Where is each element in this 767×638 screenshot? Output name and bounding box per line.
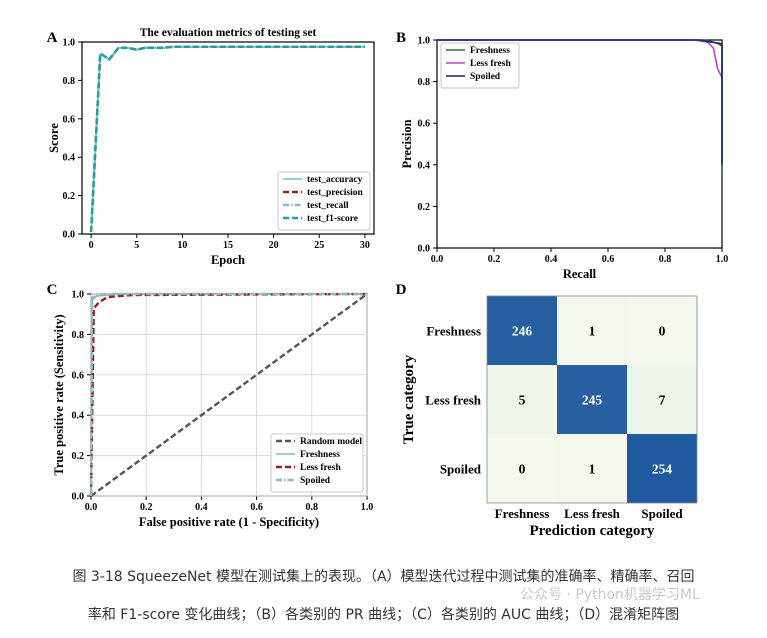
panel-c-y-tick-label: 0.0 [72, 492, 85, 503]
panel-d-matrix-frame [486, 295, 698, 504]
panel-d-cell [557, 296, 627, 365]
panel-c-legend-entry: Less fresh [300, 463, 341, 473]
panel-c-series-random-model [90, 293, 368, 497]
panel-letter-a: A [47, 30, 58, 46]
panel-a-x-tick-label: 20 [269, 240, 279, 251]
panel-b-x-tick-label: 1.0 [716, 254, 729, 265]
panel-a-legend-entry: test_f1-score [307, 214, 358, 224]
panel-c-legend-box [270, 433, 364, 493]
panel-a-y-tick-label: 0.8 [63, 76, 76, 87]
panel-d-y-axis-label: True category [401, 354, 417, 444]
panel-c-y-tick-label: 0.2 [72, 451, 85, 462]
panel-d-cell-value: 1 [589, 462, 596, 477]
panel-b-y-tick-label: 0.0 [418, 244, 431, 255]
panel-d-row-label: Less fresh [425, 393, 482, 408]
panel-c-y-tick-label: 0.4 [72, 411, 85, 422]
panel-b-y-tick-label: 1.0 [418, 36, 431, 47]
panel-a-x-axis-label: Epoch [211, 253, 245, 267]
panel-letter-b: B [396, 30, 406, 46]
panel-c-x-tick-label: 0.2 [140, 502, 153, 513]
panel-d-col-label: Spoiled [641, 506, 683, 521]
panel-c-series-less-fresh [89, 292, 368, 497]
panel-a-legend-box [277, 171, 371, 231]
panel-a-x-tick-label: 25 [314, 240, 324, 251]
panel-d-col-label: Freshness [495, 506, 550, 521]
panel-a-title: The evaluation metrics of testing set [140, 27, 317, 39]
panel-d-row-label: Spoiled [440, 462, 482, 477]
panel-c-x-axis-label: False positive rate (1 - Specificity) [139, 515, 319, 529]
panel-d-row-label: Freshness [426, 324, 481, 339]
panel-c-x-tick-label: 0.8 [306, 502, 319, 513]
panel-a-x-tick-label: 5 [134, 240, 139, 251]
panel-b-y-tick-label: 0.8 [418, 77, 431, 88]
panel-c-x-tick-label: 0.6 [250, 502, 263, 513]
panel-d-cell-value: 246 [512, 324, 533, 339]
panel-b-x-tick-label: 0.6 [602, 254, 615, 265]
panel-a-y-tick-label: 0.0 [63, 230, 76, 241]
panel-b-series-spoiled [437, 39, 723, 165]
panel-a-y-axis-label: Score [47, 123, 61, 153]
panel-a-x-tick-label: 0 [89, 240, 94, 251]
panel-d-cell-value: 7 [659, 393, 666, 408]
panel-d-cell-value: 0 [659, 324, 666, 339]
panel-d-x-axis-label: Prediction category [529, 523, 655, 539]
panel-b-x-axis-label: Recall [563, 267, 597, 281]
panel-c-y-tick-label: 1.0 [72, 290, 85, 301]
panel-d-cell [487, 434, 557, 503]
panel-b-x-tick-label: 0.2 [488, 254, 501, 265]
panel-d-cell [557, 434, 627, 503]
panel-b-legend-entry: Freshness [470, 46, 510, 56]
panel-b-x-tick-label: 0.8 [659, 254, 672, 265]
panel-a-x-tick-label: 30 [360, 240, 370, 251]
panel-c-x-tick-label: 0.0 [85, 502, 98, 513]
panel-b-legend-entry: Less fresh [470, 59, 511, 69]
panel-c-y-axis-label: True positive rate (Sensitivity) [52, 314, 66, 475]
panel-a-series-test-f1-score [89, 45, 365, 233]
figure-caption-line-1: 图 3-18 SqueezeNet 模型在测试集上的表现。（A）模型迭代过程中测… [72, 569, 695, 585]
panel-d-cell [487, 296, 557, 365]
panel-d-cell-value: 5 [519, 393, 526, 408]
panel-a-y-tick-label: 0.6 [63, 114, 76, 125]
panel-a-legend-entry: test_precision [307, 188, 363, 198]
panel-d-cell-value: 254 [652, 462, 673, 477]
panel-a-y-tick-label: 0.4 [63, 153, 76, 164]
panel-c-x-tick-label: 0.4 [195, 502, 208, 513]
panel-b-legend-entry: Spoiled [470, 72, 501, 82]
panel-d-cell [627, 434, 697, 503]
panel-d-cell-value: 245 [582, 393, 603, 408]
panel-d-cell [627, 365, 697, 434]
panel-letter-c: C [47, 282, 58, 298]
panel-d-col-label: Less fresh [564, 506, 621, 521]
panel-b-y-tick-label: 0.2 [418, 202, 431, 213]
figure-caption-line-2: 率和 F1-score 变化曲线；（B）各类别的 PR 曲线；（C）各类别的 A… [87, 607, 680, 623]
panel-c-y-tick-label: 0.8 [72, 330, 85, 341]
panel-c-legend-entry: Random model [300, 437, 362, 447]
panel-a-y-tick-label: 0.2 [63, 191, 76, 202]
panel-d-cell [557, 365, 627, 434]
panel-a-x-tick-label: 10 [177, 240, 187, 251]
panel-c-y-tick-label: 0.6 [72, 370, 85, 381]
panel-c-legend-entry: Spoiled [300, 476, 331, 486]
panel-b-x-tick-label: 0.0 [431, 254, 444, 265]
panel-d-cell [487, 365, 557, 434]
watermark: 公众号 · Python机器学习ML [520, 587, 700, 603]
panel-letter-d: D [396, 282, 407, 298]
panel-a-legend-entry: test_recall [307, 201, 349, 211]
panel-c-series-spoiled [89, 292, 367, 497]
panel-b-y-tick-label: 0.6 [418, 119, 431, 130]
panel-d-cell [627, 296, 697, 365]
panel-c-x-tick-label: 1.0 [361, 502, 374, 513]
panel-d-cell-value: 1 [589, 324, 596, 339]
panel-b-y-axis-label: Precision [400, 119, 414, 168]
panel-b-x-tick-label: 0.4 [545, 254, 558, 265]
panel-b-y-tick-label: 0.4 [418, 160, 431, 171]
panel-d-cell-value: 0 [519, 462, 526, 477]
panel-a-x-tick-label: 15 [223, 240, 233, 251]
panel-a-y-tick-label: 1.0 [63, 38, 76, 49]
panel-c-legend-entry: Freshness [300, 450, 340, 460]
panel-a-legend-entry: test_accuracy [307, 175, 363, 185]
